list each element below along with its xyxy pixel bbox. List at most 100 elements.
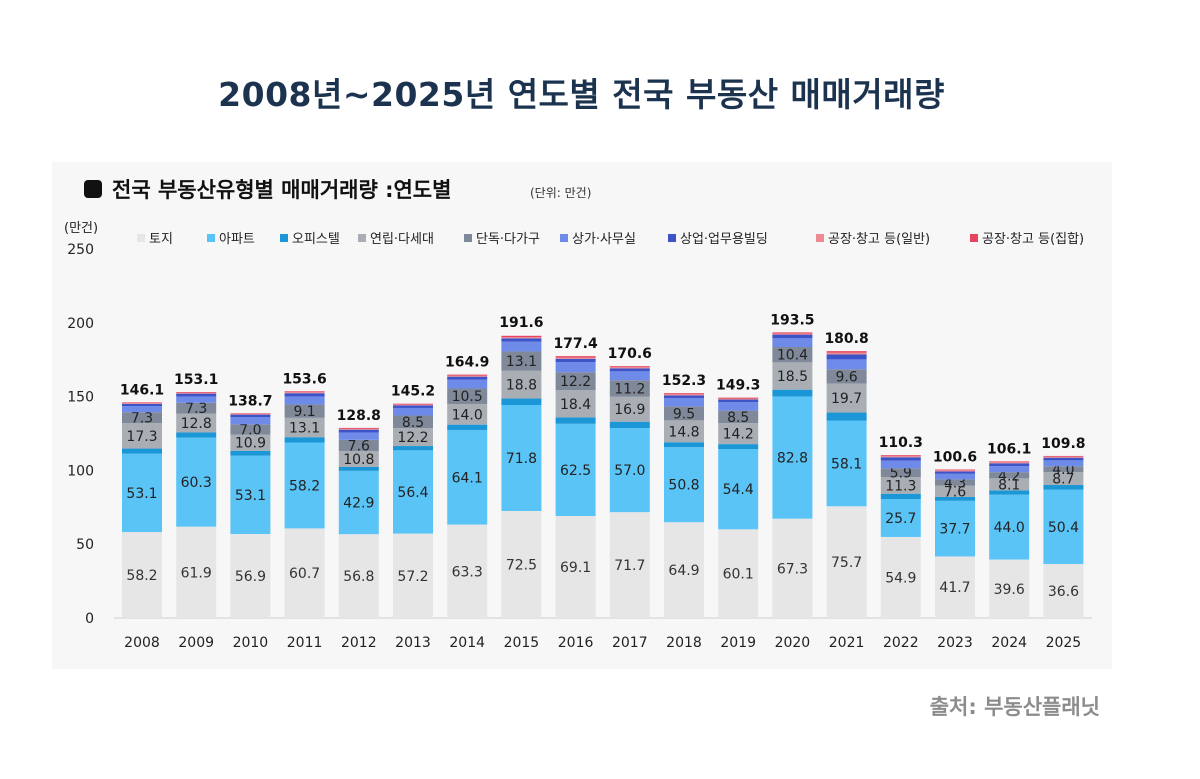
bar-segment xyxy=(555,362,596,373)
bar-segment xyxy=(772,362,813,390)
bar-stack: 64.9 50.8 14.8 9.5 152.3 xyxy=(662,373,706,618)
segment-value-label: 60.3 xyxy=(181,475,212,491)
segment-value-label: 64.9 xyxy=(668,563,699,579)
segment-value-label: 16.9 xyxy=(614,402,645,418)
bar-segment xyxy=(609,366,650,368)
bar-segment xyxy=(935,471,975,474)
segment-value-label: 56.8 xyxy=(343,569,374,585)
chart-subtitle: (단위: 만건) xyxy=(530,186,591,200)
legend-swatch xyxy=(816,234,824,242)
bar-segment xyxy=(284,528,325,618)
legend-swatch xyxy=(560,234,568,242)
x-tick-label: 2009 xyxy=(178,635,214,651)
bar-total-label: 193.5 xyxy=(770,312,814,328)
legend-swatch xyxy=(464,234,472,242)
bar-segment xyxy=(338,451,379,468)
segment-value-label: 4.3 xyxy=(944,476,966,492)
bar-segment xyxy=(447,376,488,380)
bar-segment xyxy=(447,375,488,377)
segment-value-label: 41.7 xyxy=(939,580,970,596)
segment-value-label: 56.4 xyxy=(397,485,428,501)
bar-segment xyxy=(772,347,813,363)
legend-item: 상가·사무실 xyxy=(560,232,636,247)
bar-segment xyxy=(393,415,433,429)
bar-segment xyxy=(609,512,650,618)
segment-value-label: 4.2 xyxy=(998,468,1020,484)
segment-value-label: 71.7 xyxy=(614,558,645,574)
bar-segment xyxy=(230,417,271,425)
bar-segment xyxy=(826,359,867,370)
legend-swatch xyxy=(970,234,978,242)
legend-label: 연립·다세대 xyxy=(370,232,434,247)
bar-segment xyxy=(284,393,325,397)
bar-segment xyxy=(1043,460,1084,467)
segment-value-label: 13.1 xyxy=(289,421,320,437)
y-axis: 0 50 100 150 200 250 xyxy=(67,242,1092,627)
x-tick-label: 2018 xyxy=(666,635,702,651)
bar-segment xyxy=(826,352,867,355)
bar-segment xyxy=(989,472,1030,479)
segment-value-label: 67.3 xyxy=(777,561,808,577)
segment-value-label: 12.8 xyxy=(181,416,212,432)
bar-segment xyxy=(447,424,488,430)
chart-legend: 토지 아파트 오피스텔 연립·다세대 단독·다가구 상가·사무실 상업·업무용빌딩 공장·창고… xyxy=(137,232,1084,247)
bar-segment xyxy=(664,395,704,399)
bar-segment xyxy=(284,392,325,394)
bar-segment xyxy=(122,412,162,424)
x-tick-label: 2008 xyxy=(124,635,160,651)
segment-value-label: 7.3 xyxy=(185,401,207,417)
bar-total-label: 110.3 xyxy=(879,435,923,451)
bar-segment xyxy=(935,473,975,480)
bar-stack: 39.6 44.0 8.14.2 106.1 xyxy=(987,441,1031,618)
legend-item: 아파트 xyxy=(207,232,255,247)
bar-segment xyxy=(555,372,596,391)
bar-total-label: 128.8 xyxy=(337,408,381,424)
bar-segment xyxy=(772,332,813,334)
segment-value-label: 9.5 xyxy=(673,406,695,422)
bar-segment xyxy=(935,500,975,557)
bar-total-label: 191.6 xyxy=(499,315,543,331)
bar-segment xyxy=(935,470,975,472)
bar-stack: 72.5 71.8 18.8 13.1 191.6 xyxy=(499,315,544,618)
bar-total-label: 170.6 xyxy=(608,346,652,362)
bar-total-label: 100.6 xyxy=(933,450,977,466)
x-tick-label: 2012 xyxy=(341,635,377,651)
bar-segment xyxy=(935,556,975,618)
bar-segment xyxy=(826,369,867,384)
segment-value-label: 56.9 xyxy=(235,569,266,585)
segment-value-label: 36.6 xyxy=(1048,584,1079,600)
segment-value-label: 54.9 xyxy=(885,570,916,586)
bar-segment xyxy=(718,399,759,403)
bar-segment xyxy=(176,437,217,527)
bar-segment xyxy=(718,444,759,449)
segment-value-label: 71.8 xyxy=(506,451,537,467)
segment-value-label: 57.0 xyxy=(614,463,645,479)
bar-segment xyxy=(176,402,217,414)
segment-value-label: 64.1 xyxy=(452,470,483,486)
bar-segment xyxy=(447,524,488,618)
segment-value-label: 25.7 xyxy=(885,511,916,527)
bar-segment xyxy=(284,417,325,438)
segment-value-label: 13.1 xyxy=(506,354,537,370)
bar-segment xyxy=(772,389,813,397)
segment-value-label: 82.8 xyxy=(777,451,808,467)
bar-segment xyxy=(1043,485,1084,490)
x-tick-label: 2010 xyxy=(233,635,269,651)
legend-item: 연립·다세대 xyxy=(358,232,434,247)
segment-value-label: 37.7 xyxy=(939,522,970,538)
segment-value-label: 8.5 xyxy=(402,415,424,431)
bar-segment xyxy=(338,427,379,429)
x-tick-label: 2024 xyxy=(991,635,1027,651)
segment-value-label: 53.1 xyxy=(126,486,157,502)
bar-segment xyxy=(609,396,650,422)
bar-segment xyxy=(718,529,759,618)
bar-segment xyxy=(338,439,379,452)
y-tick-label: 250 xyxy=(67,242,94,258)
legend-item: 상업·업무용빌딩 xyxy=(668,232,768,247)
bar-segment xyxy=(176,393,217,397)
bar-segment xyxy=(1043,456,1084,458)
bar-segment xyxy=(230,455,271,535)
bar-segment xyxy=(555,417,596,424)
segment-value-label: 62.5 xyxy=(560,463,591,479)
